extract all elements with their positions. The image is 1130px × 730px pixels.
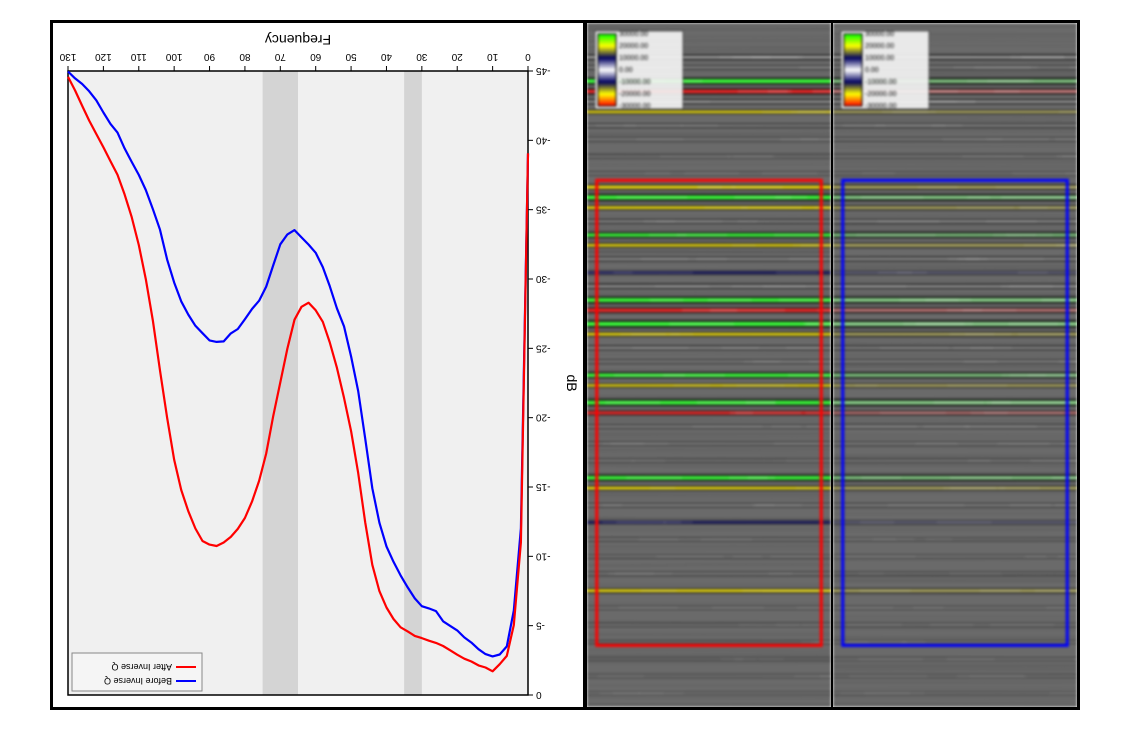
svg-text:-30000.00: -30000.00 (865, 103, 897, 110)
svg-text:20: 20 (451, 51, 463, 62)
svg-text:-25: -25 (536, 342, 551, 353)
svg-text:110: 110 (130, 51, 146, 62)
svg-text:100: 100 (165, 51, 182, 62)
svg-text:-35: -35 (536, 204, 551, 215)
svg-text:-30: -30 (536, 273, 551, 284)
svg-text:-40: -40 (536, 134, 551, 145)
spectrum-chart: 0 10 20 30 40 50 60 70 80 90 100 110 120 130 -45 -40 -35… (53, 23, 583, 707)
svg-text:10000.00: 10000.00 (619, 55, 648, 62)
svg-text:10000.00: 10000.00 (865, 55, 894, 62)
svg-text:30000.00: 30000.00 (865, 31, 894, 38)
svg-text:30: 30 (416, 51, 428, 62)
svg-text:0: 0 (525, 51, 531, 62)
svg-text:-10000.00: -10000.00 (865, 79, 897, 86)
svg-text:20000.00: 20000.00 (619, 43, 648, 50)
seismic-image-after-q: 30000.00 20000.00 10000.00 0.00 -10000.00 -20… (587, 23, 831, 707)
seismic-image-before-q: 30000.00 20000.00 10000.00 0.00 -10000.00 -20… (833, 23, 1077, 707)
svg-text:-20000.00: -20000.00 (865, 91, 897, 98)
svg-text:80: 80 (239, 51, 251, 62)
svg-text:-30000.00: -30000.00 (619, 103, 651, 110)
svg-text:-20: -20 (536, 412, 551, 423)
svg-text:30000.00: 30000.00 (619, 31, 648, 38)
svg-text:90: 90 (204, 51, 216, 62)
svg-text:dB: dB (564, 374, 580, 391)
svg-text:After Inverse Q: After Inverse Q (111, 662, 172, 672)
svg-text:60: 60 (310, 51, 322, 62)
svg-text:-10: -10 (536, 550, 551, 561)
svg-text:40: 40 (380, 51, 392, 62)
svg-text:0.00: 0.00 (619, 67, 633, 74)
svg-text:-45: -45 (536, 65, 551, 76)
seismic-pane-after-q: 30000.00 20000.00 10000.00 0.00 -10000.00 -20… (585, 23, 831, 707)
svg-text:Frequency: Frequency (265, 32, 331, 48)
svg-text:50: 50 (345, 51, 357, 62)
spectrum-chart-panel: 0 10 20 30 40 50 60 70 80 90 100 110 120 130 -45 -40 -35… (53, 23, 585, 707)
seismic-pane-before-q: 30000.00 20000.00 10000.00 0.00 -10000.00 -20… (831, 23, 1077, 707)
svg-text:0: 0 (536, 689, 542, 700)
svg-text:70: 70 (274, 51, 286, 62)
svg-text:-5: -5 (536, 620, 545, 631)
svg-text:Before Inverse Q: Before Inverse Q (104, 676, 172, 686)
svg-text:10: 10 (487, 51, 499, 62)
seismic-panel: 30000.00 20000.00 10000.00 0.00 -10000.00 -20… (585, 23, 1077, 707)
svg-text:-20000.00: -20000.00 (619, 91, 651, 98)
svg-text:0.00: 0.00 (865, 67, 879, 74)
svg-text:-15: -15 (536, 481, 551, 492)
svg-text:20000.00: 20000.00 (865, 43, 894, 50)
svg-text:120: 120 (95, 51, 112, 62)
figure-canvas: 0 10 20 30 40 50 60 70 80 90 100 110 120 130 -45 -40 -35… (50, 20, 1080, 710)
svg-text:130: 130 (59, 51, 76, 62)
svg-text:-10000.00: -10000.00 (619, 79, 651, 86)
